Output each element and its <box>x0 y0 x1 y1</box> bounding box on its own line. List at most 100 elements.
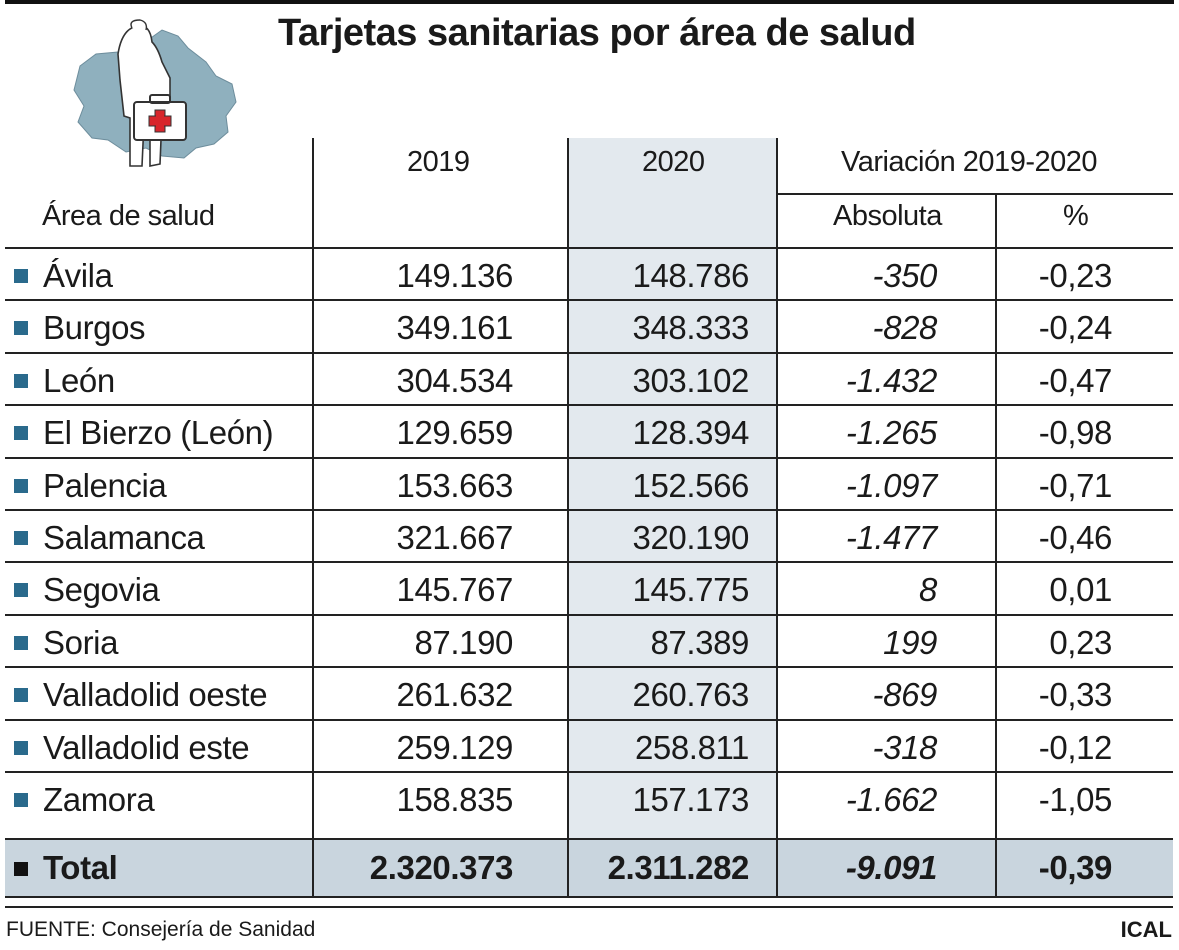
total-row-shading <box>5 840 1173 897</box>
row-area-name: Segovia <box>43 571 160 609</box>
total-row: Total 2.320.373 2.311.282 -9.091 -0,39 <box>5 840 1173 892</box>
total-2019: 2.320.373 <box>369 849 514 886</box>
row-value-2019: 259.129 <box>396 728 514 766</box>
row-value-percent: -0,12 <box>1038 728 1113 766</box>
row-value-absolute: -869 <box>872 676 938 714</box>
row-area-name: León <box>43 361 115 399</box>
column-2020-shading <box>569 138 776 897</box>
row-square-marker <box>14 373 28 388</box>
total-percent: -0,39 <box>1038 849 1113 886</box>
row-value-2019: 87.190 <box>414 623 513 661</box>
source-note: FUENTE: Consejería de Sanidad <box>6 918 316 941</box>
row-square-marker <box>14 740 28 755</box>
header-area: Área de salud <box>42 200 215 232</box>
footer-rule <box>5 906 1173 908</box>
row-value-2019: 321.667 <box>396 519 514 556</box>
header-absolute: Absoluta <box>833 200 942 232</box>
row-area-name: Salamanca <box>43 519 205 556</box>
row-separator <box>5 613 1173 616</box>
map-with-person-and-medical-kit-icon <box>73 19 237 167</box>
row-area-name: Ávila <box>43 257 113 294</box>
row-separator <box>5 666 1173 669</box>
row-value-2020: 258.811 <box>634 728 749 766</box>
row-value-absolute: -828 <box>872 309 938 347</box>
row-value-percent: 0,01 <box>1049 571 1112 609</box>
row-value-absolute: -1.477 <box>845 519 938 556</box>
table-row: Palencia 153.663 152.566 -1.097 -0,71 <box>5 458 1173 510</box>
row-value-2019: 153.663 <box>396 466 514 504</box>
row-value-2019: 158.835 <box>396 781 514 818</box>
divider-abs-pct <box>995 194 997 897</box>
row-separator <box>5 561 1173 564</box>
total-square-marker <box>14 862 28 876</box>
row-value-2020: 148.786 <box>632 257 750 294</box>
total-absolute: -9.091 <box>845 849 938 886</box>
row-value-2019: 129.659 <box>396 414 514 452</box>
table-row: Zamora 158.835 157.173 -1.662 -1,05 <box>5 772 1173 824</box>
table-row: Valladolid este 259.129 258.811 -318 -0,12 <box>5 720 1173 772</box>
row-value-absolute: -1.432 <box>845 361 938 399</box>
divider-2019-2020 <box>567 138 569 897</box>
row-square-marker <box>14 269 28 283</box>
row-square-marker <box>14 793 28 807</box>
row-area-name: Zamora <box>43 781 155 818</box>
row-value-absolute: 8 <box>919 571 937 609</box>
row-value-2020: 348.333 <box>632 309 750 347</box>
divider-2020-variation <box>776 138 778 897</box>
row-separator <box>5 404 1173 407</box>
agency-credit: ICAL <box>1120 917 1172 942</box>
table-row: El Bierzo (León) 129.659 128.394 -1.265 -0,9… <box>5 405 1173 457</box>
row-value-percent: -0,33 <box>1038 676 1113 714</box>
divider-area-2019 <box>312 138 314 897</box>
row-value-2020: 157.173 <box>632 781 750 818</box>
row-square-marker <box>14 478 28 493</box>
row-area-name: Palencia <box>43 466 167 504</box>
table-bottom-rule <box>5 896 1173 898</box>
row-value-percent: -0,24 <box>1038 309 1113 347</box>
table-row: Soria 87.190 87.389 199 0,23 <box>5 615 1173 667</box>
row-value-percent: -0,71 <box>1038 466 1113 504</box>
row-value-absolute: -1.662 <box>845 781 938 818</box>
row-value-2020: 260.763 <box>632 676 750 714</box>
row-square-marker <box>14 583 28 598</box>
row-value-percent: -0,23 <box>1038 257 1113 294</box>
row-value-absolute: 199 <box>883 623 937 661</box>
row-value-2020: 320.190 <box>632 519 750 556</box>
header-2019: 2019 <box>407 146 470 178</box>
row-value-2019: 145.767 <box>396 571 514 609</box>
row-value-percent: -0,98 <box>1038 414 1113 452</box>
header-variation: Variación 2019-2020 <box>841 146 1098 178</box>
header-2020: 2020 <box>642 146 705 178</box>
table-row: Ávila 149.136 148.786 -350 -0,23 <box>5 248 1173 300</box>
row-value-2019: 149.136 <box>396 257 514 294</box>
row-value-2020: 87.389 <box>650 623 749 661</box>
row-area-name: Valladolid este <box>43 728 250 766</box>
row-value-absolute: -318 <box>872 728 938 766</box>
row-value-percent: -0,47 <box>1038 361 1113 399</box>
total-2020: 2.311.282 <box>607 849 750 886</box>
row-square-marker <box>14 426 28 441</box>
row-value-percent: -0,46 <box>1038 519 1113 556</box>
row-square-marker <box>14 531 28 545</box>
table-row: Burgos 349.161 348.333 -828 -0,24 <box>5 300 1173 352</box>
table-row: Salamanca 321.667 320.190 -1.477 -0,46 <box>5 510 1173 562</box>
row-area-name: Soria <box>43 623 119 661</box>
row-value-2019: 261.632 <box>396 676 514 714</box>
header-percent: % <box>1063 200 1089 232</box>
row-value-2020: 145.775 <box>632 571 750 609</box>
total-label: Total <box>43 849 118 886</box>
row-value-2020: 128.394 <box>632 414 750 452</box>
row-area-name: El Bierzo (León) <box>43 414 274 452</box>
row-value-absolute: -1.265 <box>845 414 938 452</box>
row-square-marker <box>14 688 28 703</box>
chart-title: Tarjetas sanitarias por área de salud <box>278 12 916 54</box>
row-value-2020: 152.566 <box>632 466 750 504</box>
row-separator <box>5 299 1173 302</box>
row-area-name: Valladolid oeste <box>43 676 268 714</box>
row-square-marker <box>14 635 28 650</box>
table-row: Segovia 145.767 145.775 8 0,01 <box>5 562 1173 614</box>
row-value-absolute: -1.097 <box>845 466 938 504</box>
header-bottom-rule <box>5 247 1173 249</box>
table-row: Valladolid oeste 261.632 260.763 -869 -0,33 <box>5 667 1173 719</box>
row-area-name: Burgos <box>43 309 146 347</box>
